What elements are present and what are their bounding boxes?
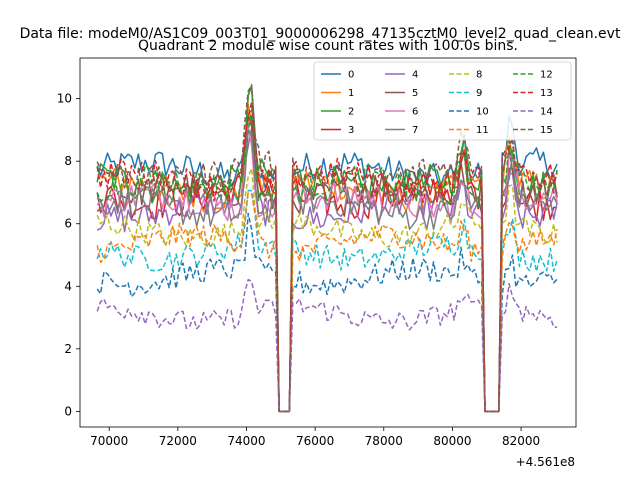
series-line-4: [96, 127, 558, 413]
series-line-3: [96, 114, 558, 413]
plot-lines: [96, 84, 558, 413]
x-offset-label: +4.561e8: [516, 455, 575, 469]
series-line-14: [96, 278, 558, 413]
legend-label-9: 9: [476, 88, 482, 99]
legend-label-10: 10: [476, 107, 489, 118]
y-tick-label: 4: [64, 279, 72, 293]
legend-label-14: 14: [540, 107, 553, 118]
series-line-13: [96, 101, 558, 413]
chart-title: Quadrant 2 module wise count rates with …: [138, 38, 518, 54]
legend-label-8: 8: [476, 70, 482, 81]
plot-frame: [79, 57, 577, 428]
y-tick-label: 8: [64, 154, 72, 168]
legend-box: [313, 61, 572, 141]
chart-suptitle: Data file: modeM0/AS1C09_003T01_90000062…: [20, 26, 621, 42]
y-tick-label: 2: [64, 342, 72, 356]
series-line-15: [96, 84, 558, 413]
legend-label-2: 2: [348, 107, 354, 118]
series-line-5: [96, 114, 558, 413]
x-tick-label: 74000: [227, 434, 265, 448]
x-tick-label: 72000: [159, 434, 197, 448]
x-tick-label: 78000: [365, 434, 403, 448]
x-axis: 70000 72000 74000 76000 78000 80000 82000: [90, 427, 540, 448]
legend-label-0: 0: [348, 70, 354, 81]
x-tick-label: 82000: [502, 434, 540, 448]
series-line-7: [96, 129, 558, 413]
x-tick-label: 76000: [296, 434, 334, 448]
series-line-10: [96, 212, 558, 413]
series-line-8: [96, 167, 558, 413]
y-tick-label: 10: [57, 92, 72, 106]
legend-label-15: 15: [540, 125, 553, 136]
series-line-6: [96, 125, 558, 413]
y-axis: 0 2 4 6 8 10: [57, 92, 80, 418]
series-line-11: [96, 191, 558, 413]
legend-label-13: 13: [540, 88, 553, 99]
x-tick-label: 70000: [90, 434, 128, 448]
y-tick-label: 0: [64, 404, 72, 418]
legend-label-12: 12: [540, 70, 553, 81]
x-tick-label: 80000: [433, 434, 471, 448]
legend-label-6: 6: [412, 107, 418, 118]
legend-label-1: 1: [348, 88, 354, 99]
series-line-12: [96, 109, 558, 413]
legend-label-11: 11: [476, 125, 489, 136]
legend-label-5: 5: [412, 88, 418, 99]
series-line-1: [96, 103, 558, 413]
legend-label-4: 4: [412, 70, 418, 81]
y-tick-label: 6: [64, 217, 72, 231]
series-line-9: [96, 189, 558, 413]
legend-label-7: 7: [412, 125, 418, 136]
legend-label-3: 3: [348, 125, 354, 136]
